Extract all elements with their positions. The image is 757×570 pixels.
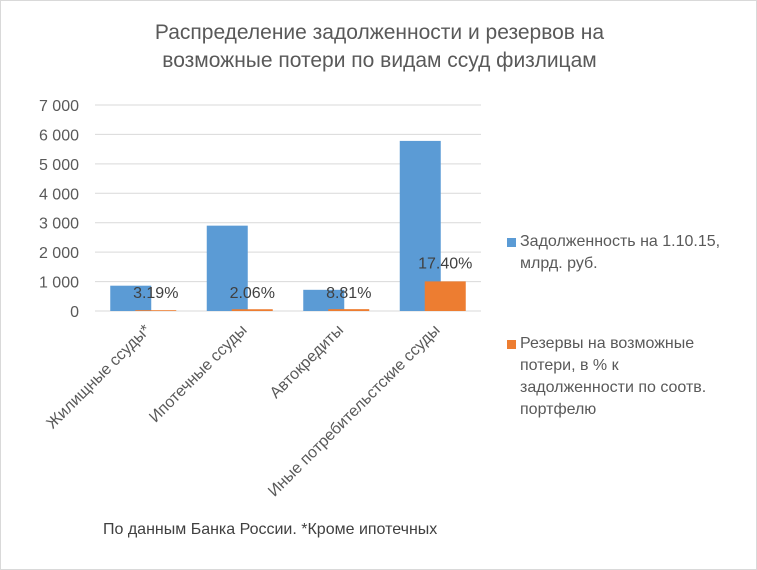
bar-reserves: [135, 310, 177, 311]
x-tick-label: Жилищные ссуды*: [44, 322, 155, 433]
data-label: 8.81%: [326, 285, 371, 302]
legend-text: Задолженность на 1.10.15,: [520, 233, 721, 250]
legend-item-debt: Задолженность на 1.10.15, млрд. руб.: [507, 231, 748, 275]
legend-text: млрд. руб.: [520, 255, 598, 272]
data-label: 3.19%: [133, 285, 178, 302]
y-tick-label: 7 000: [39, 98, 79, 115]
legend-text: портфелю: [520, 401, 597, 418]
bar-reserves: [328, 309, 370, 311]
y-tick-label: 4 000: [39, 186, 79, 203]
bar-reserves: [424, 281, 466, 311]
chart-title: Распределение задолженности и резервов н…: [1, 19, 756, 75]
x-tick-label: Иные потребительстские ссуды: [265, 322, 443, 500]
data-label: 2.06%: [230, 285, 275, 302]
legend-text: потери, в % к: [520, 357, 619, 374]
x-tick-label: Автокредиты: [267, 322, 347, 402]
data-label: 17.40%: [418, 255, 472, 272]
y-tick-label: 5 000: [39, 157, 79, 174]
y-tick-label: 3 000: [39, 216, 79, 233]
title-line: Распределение задолженности и резервов н…: [154, 21, 605, 44]
legend-text: Резервы на возможные: [520, 335, 695, 352]
bar-reserves: [231, 309, 273, 311]
legend-item-reserves: Резервы на возможные потери, в % к задол…: [507, 333, 748, 421]
legend-swatch: [507, 238, 516, 247]
y-tick-label: 2 000: [39, 245, 79, 262]
title-line: возможные потери по видам ссуд физлицам: [162, 49, 597, 72]
legend-swatch: [507, 340, 516, 349]
source-note: По данным Банка России. *Кроме ипотечных: [103, 521, 438, 538]
bar-debt: [110, 285, 152, 311]
y-tick-label: 0: [70, 304, 79, 321]
legend-text: задолженности по соотв.: [520, 379, 707, 396]
y-tick-label: 1 000: [39, 275, 79, 292]
bar-debt: [303, 289, 345, 311]
y-tick-label: 6 000: [39, 127, 79, 144]
x-tick-label: Ипотечные ссуды: [146, 322, 250, 426]
bar-debt: [206, 225, 248, 311]
